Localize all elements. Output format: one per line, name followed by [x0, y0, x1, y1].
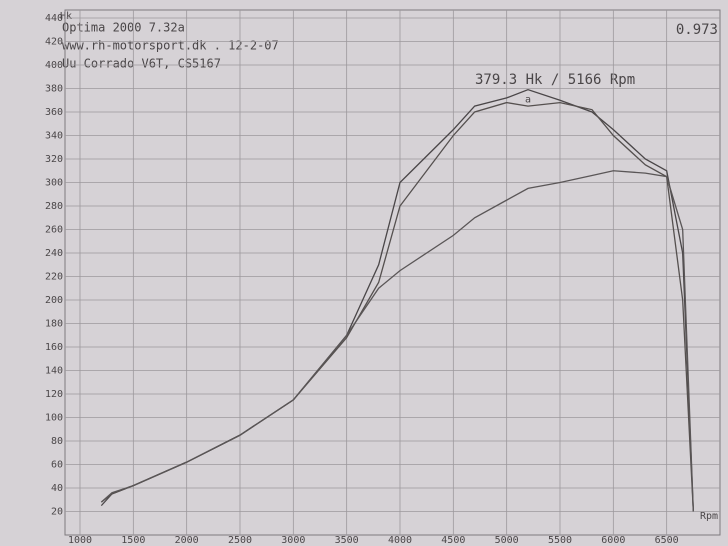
y-tick-label: 420 [45, 37, 63, 48]
y-tick-label: 80 [51, 436, 63, 447]
x-tick-label: 4500 [441, 535, 465, 546]
y-tick-label: 60 [51, 460, 63, 471]
y-tick-label: 320 [45, 154, 63, 165]
y-tick-label: 300 [45, 178, 63, 189]
y-tick-label: 120 [45, 389, 63, 400]
x-tick-label: 2500 [228, 535, 252, 546]
y-tick-label: 280 [45, 201, 63, 212]
x-tick-label: 3500 [335, 535, 359, 546]
x-tick-label: 1000 [68, 535, 92, 546]
y-tick-label: 380 [45, 84, 63, 95]
power-curve [100, 170, 694, 512]
header-line: Optima 2000 7.32a [62, 21, 185, 35]
x-tick-label: 6000 [601, 535, 625, 546]
y-tick-label: 440 [45, 13, 63, 24]
y-tick-label: 160 [45, 342, 63, 353]
y-tick-label: 40 [51, 483, 63, 494]
peak-label: 379.3 Hk / 5166 Rpm [475, 72, 635, 88]
corner-value: 0.973 [676, 22, 718, 38]
y-axis-label: Hk [60, 11, 72, 22]
x-tick-label: 6500 [655, 535, 679, 546]
y-tick-label: 100 [45, 413, 63, 424]
y-tick-label: 180 [45, 319, 63, 330]
x-tick-label: 1500 [121, 535, 145, 546]
y-tick-label: 220 [45, 272, 63, 283]
y-tick-label: 400 [45, 60, 63, 71]
x-tick-label: 5500 [548, 535, 572, 546]
x-tick-label: 3000 [281, 535, 305, 546]
header-line: www.rh-motorsport.dk . 12-2-07 [62, 39, 279, 53]
peak-marker: a [525, 95, 531, 106]
x-tick-label: 4000 [388, 535, 412, 546]
y-tick-label: 140 [45, 366, 63, 377]
y-tick-label: 340 [45, 131, 63, 142]
y-tick-label: 200 [45, 295, 63, 306]
plot-frame [64, 9, 721, 536]
x-tick-label: 2000 [175, 535, 199, 546]
y-tick-label: 20 [51, 507, 63, 518]
y-tick-label: 360 [45, 107, 63, 118]
y-tick-label: 240 [45, 248, 63, 259]
y-tick-label: 260 [45, 225, 63, 236]
x-axis-label: Rpm [700, 511, 718, 522]
header-line: Uu Corrado V6T, CS5167 [62, 57, 221, 71]
x-tick-label: 5000 [495, 535, 519, 546]
